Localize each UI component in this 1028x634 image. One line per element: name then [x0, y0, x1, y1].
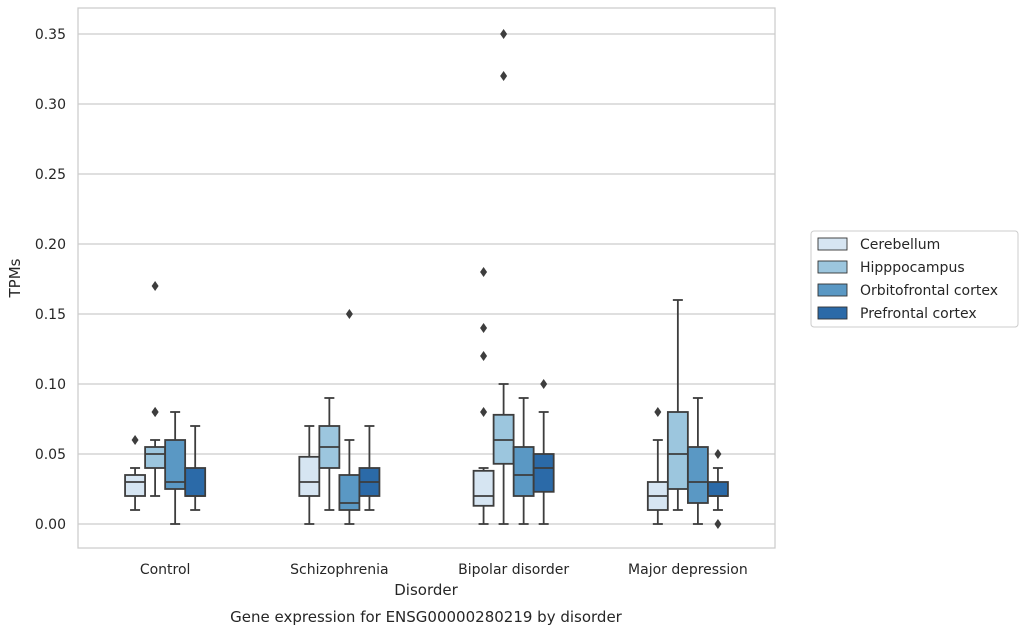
- box-hipppocampus: [666, 299, 689, 511]
- plot-frame: [77, 7, 776, 549]
- box-body: [532, 453, 555, 493]
- outlier-point: [480, 351, 488, 361]
- legend-swatch: [817, 306, 848, 320]
- y-tick-label: 0.20: [35, 237, 66, 253]
- y-tick-label: 0.25: [35, 167, 66, 183]
- box-hipppocampus: [318, 397, 341, 511]
- y-tick-label: 0.30: [35, 97, 66, 113]
- x-tick-label: Major depression: [628, 562, 748, 578]
- box-body: [666, 411, 689, 490]
- y-axis-title: TPMs: [6, 258, 24, 298]
- x-tick-labels: Control Schizophrenia Bipolar disorder Majo…: [140, 562, 748, 578]
- box-body: [338, 474, 361, 511]
- outlier-point: [480, 407, 488, 417]
- box-body: [707, 481, 729, 497]
- plot-background: [78, 8, 775, 548]
- box-hipppocampus: [492, 29, 515, 525]
- outlier-point: [131, 435, 139, 445]
- legend-swatch: [817, 260, 848, 274]
- box-prefrontal-cortex: [532, 379, 555, 525]
- y-tick-label: 0.00: [35, 517, 66, 533]
- box-body: [184, 467, 207, 497]
- outlier-point: [480, 267, 488, 277]
- chart-caption: Gene expression for ENSG00000280219 by d…: [230, 608, 623, 626]
- box-cerebellum: [124, 435, 146, 511]
- x-axis-title: Disorder: [394, 581, 458, 599]
- legend-swatch: [817, 283, 848, 297]
- y-tick-label: 0.10: [35, 377, 66, 393]
- legend-label: Hipppocampus: [860, 260, 965, 276]
- x-tick-label: Control: [140, 562, 191, 578]
- box-orbitofrontal-cortex: [512, 397, 535, 525]
- legend: Cerebellum Hipppocampus Orbitofrontal cort…: [810, 230, 1019, 328]
- box-hipppocampus: [144, 281, 167, 497]
- outlier-point: [480, 323, 488, 333]
- box-body: [144, 446, 167, 469]
- legend-frame: [810, 230, 1019, 328]
- box-body: [164, 439, 187, 490]
- outlier-point: [714, 449, 722, 459]
- box-groups: [124, 29, 729, 529]
- outlier-point: [500, 71, 508, 81]
- x-tick-label: Schizophrenia: [290, 562, 388, 578]
- box-cerebellum: [472, 267, 495, 525]
- box-body: [512, 446, 535, 497]
- y-tick-label: 0.05: [35, 447, 66, 463]
- legend-label: Prefrontal cortex: [860, 306, 977, 322]
- y-tick-labels: 0.00 0.05 0.10 0.15 0.20 0.25 0.30 0.35: [35, 27, 66, 533]
- box-orbitofrontal-cortex: [686, 397, 709, 525]
- x-tick-label: Bipolar disorder: [458, 562, 569, 578]
- box-prefrontal-cortex: [184, 425, 207, 511]
- y-tick-label: 0.35: [35, 27, 66, 43]
- box-orbitofrontal-cortex: [338, 309, 361, 525]
- legend-label: Cerebellum: [860, 237, 940, 253]
- box-body: [686, 446, 709, 504]
- outlier-point: [654, 407, 662, 417]
- outlier-point: [714, 519, 722, 529]
- box-body: [472, 469, 495, 507]
- box-cerebellum: [298, 425, 321, 525]
- legend-label: Orbitofrontal cortex: [860, 283, 998, 299]
- legend-swatch: [817, 237, 848, 251]
- gridlines: [78, 33, 775, 525]
- box-body: [124, 474, 146, 497]
- outlier-point: [540, 379, 548, 389]
- box-orbitofrontal-cortex: [164, 411, 187, 525]
- outlier-point: [151, 407, 159, 417]
- box-prefrontal-cortex: [358, 425, 381, 511]
- y-tick-label: 0.15: [35, 307, 66, 323]
- box-body: [298, 455, 321, 497]
- box-cerebellum: [646, 407, 669, 525]
- outlier-point: [345, 309, 353, 319]
- box-prefrontal-cortex: [707, 449, 729, 529]
- outlier-point: [151, 281, 159, 291]
- outlier-point: [500, 29, 508, 39]
